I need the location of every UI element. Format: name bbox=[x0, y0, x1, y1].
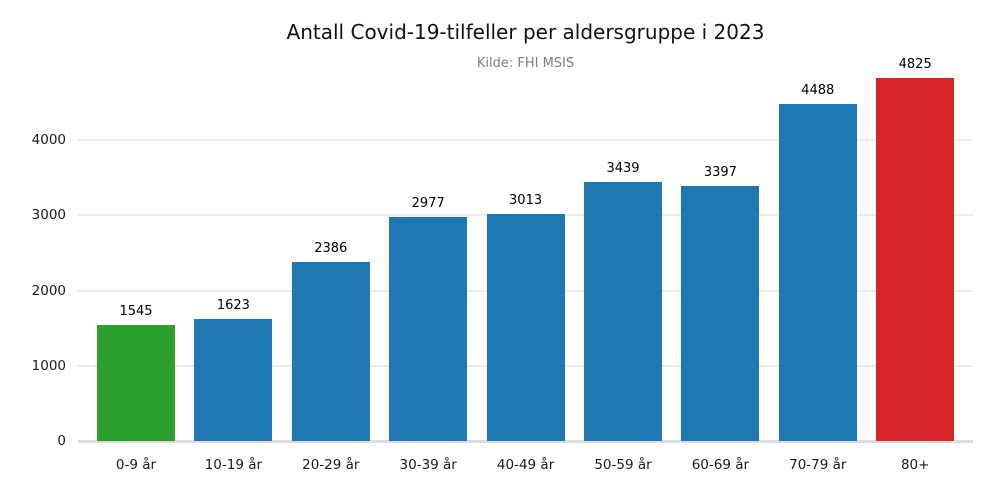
x-tick-label: 0-9 år bbox=[115, 457, 157, 473]
bar bbox=[97, 324, 175, 441]
gridline bbox=[78, 139, 973, 142]
bar bbox=[291, 261, 370, 441]
bar bbox=[584, 182, 662, 441]
bar-value-label: 1545 bbox=[119, 303, 153, 319]
x-tick-label: 20-29 år bbox=[302, 457, 360, 473]
bar-value-label: 1623 bbox=[216, 297, 250, 313]
bar-value-label: 2977 bbox=[411, 196, 445, 212]
bar bbox=[778, 103, 857, 441]
chart-title: Antall Covid-19-tilfeller per aldersgrup… bbox=[286, 20, 765, 44]
x-tick-label: 40-49 år bbox=[496, 457, 555, 473]
x-tick-label: 80+ bbox=[900, 457, 930, 473]
x-tick-label: 60-69 år bbox=[691, 457, 750, 473]
x-tick-label: 50-59 år bbox=[594, 457, 652, 473]
y-tick-label: 3000 bbox=[31, 207, 66, 224]
y-tick-label: 0 bbox=[57, 433, 66, 449]
bar bbox=[876, 78, 955, 441]
x-tick-label: 30-39 år bbox=[399, 457, 457, 473]
bar bbox=[486, 214, 565, 441]
bar bbox=[389, 217, 468, 441]
y-tick-label: 2000 bbox=[31, 282, 66, 299]
y-tick-label: 1000 bbox=[31, 357, 66, 374]
bar bbox=[194, 318, 273, 441]
bar bbox=[681, 185, 760, 441]
bar-value-label: 3013 bbox=[509, 193, 543, 209]
bar-value-label: 3397 bbox=[703, 164, 737, 180]
x-axis-line bbox=[78, 440, 973, 443]
bar-value-label: 4825 bbox=[898, 57, 932, 73]
bar-value-label: 2386 bbox=[314, 240, 348, 256]
y-tick-label: 4000 bbox=[31, 132, 66, 149]
bar-value-label: 3439 bbox=[606, 161, 640, 177]
x-tick-label: 10-19 år bbox=[204, 457, 263, 473]
chart-subtitle: Kilde: FHI MSIS bbox=[476, 56, 575, 71]
x-tick-label: 70-79 år bbox=[789, 457, 847, 473]
bar-value-label: 4488 bbox=[801, 82, 835, 98]
